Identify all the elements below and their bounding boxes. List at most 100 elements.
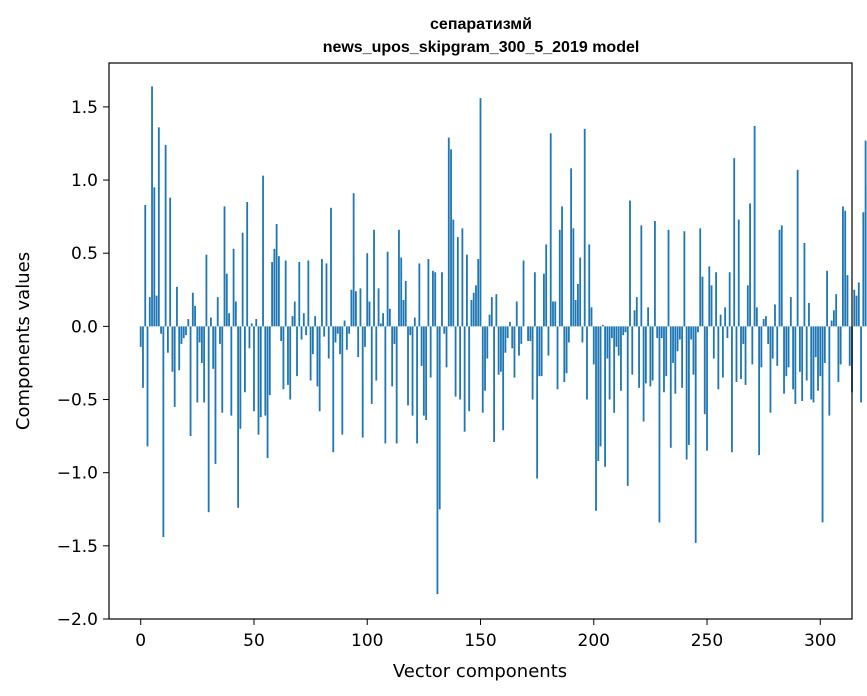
bar: [309, 326, 312, 381]
bar: [740, 326, 742, 380]
bar: [273, 248, 276, 327]
bar: [690, 326, 693, 340]
bar: [502, 326, 505, 431]
bar: [239, 326, 242, 429]
bar: [767, 326, 770, 344]
bar: [441, 272, 443, 327]
bar: [654, 221, 656, 327]
bar: [203, 326, 206, 403]
bar: [638, 326, 640, 388]
bar: [656, 326, 659, 339]
bar: [737, 219, 740, 327]
bar: [552, 301, 554, 327]
bar: [341, 326, 344, 435]
bar: [633, 310, 636, 327]
bar: [468, 326, 471, 412]
bar: [789, 297, 792, 327]
bar: [350, 289, 353, 327]
bar: [556, 326, 559, 390]
bar: [658, 326, 661, 523]
bar: [699, 228, 702, 327]
bar: [567, 326, 570, 343]
bar: [420, 326, 423, 366]
bar: [527, 326, 529, 341]
y-tick-label: 0.0: [71, 317, 98, 337]
bar: [151, 86, 153, 327]
bar: [259, 326, 262, 418]
bar: [769, 326, 772, 413]
bar: [142, 326, 144, 388]
bar: [470, 300, 473, 327]
bar: [296, 326, 298, 377]
bar: [515, 301, 518, 327]
bar: [456, 237, 459, 327]
bar: [244, 326, 246, 393]
bar: [228, 313, 230, 327]
bar: [488, 314, 491, 327]
bar: [384, 326, 387, 444]
bar: [348, 326, 351, 334]
bar: [284, 260, 287, 327]
bar: [678, 326, 681, 340]
bar: [298, 261, 301, 327]
bar: [246, 202, 249, 327]
bar: [755, 307, 758, 327]
bar: [495, 294, 498, 327]
bars-group: [139, 86, 867, 595]
bar: [697, 326, 699, 333]
bar: [393, 326, 396, 344]
bar: [735, 326, 738, 382]
bar: [848, 326, 851, 366]
bar: [531, 326, 534, 400]
bar: [237, 326, 240, 508]
bar: [749, 203, 751, 327]
plot-frame: [108, 62, 853, 620]
bar: [703, 326, 706, 415]
bar: [379, 323, 382, 327]
bar: [669, 326, 672, 448]
bar: [250, 323, 253, 327]
bar: [663, 326, 665, 393]
bar: [860, 326, 862, 403]
bar: [171, 326, 174, 372]
bar: [490, 297, 493, 327]
bar: [742, 326, 745, 344]
bar: [302, 313, 305, 327]
bar: [583, 128, 586, 327]
bar: [447, 137, 450, 327]
bar: [803, 242, 806, 327]
bar: [540, 326, 543, 377]
bar: [230, 326, 233, 416]
bar: [830, 320, 833, 327]
bar: [588, 244, 591, 327]
bar: [291, 316, 294, 327]
bar: [271, 261, 273, 327]
y-axis-label: Components values: [13, 252, 34, 430]
bar: [325, 263, 328, 327]
bar: [706, 326, 708, 451]
bar: [357, 326, 360, 358]
bar: [642, 326, 645, 422]
bar: [694, 326, 697, 543]
bar: [153, 187, 156, 327]
bar: [635, 297, 638, 327]
bar: [264, 326, 267, 416]
bar: [359, 288, 362, 327]
bar: [506, 326, 509, 339]
bar: [522, 260, 525, 327]
x-tick-label: 300: [804, 631, 836, 651]
x-tick-label: 100: [351, 631, 383, 651]
bar: [255, 319, 258, 327]
bar: [601, 324, 604, 327]
bar: [370, 326, 373, 404]
bar: [710, 285, 713, 327]
bar: [819, 326, 822, 377]
bar: [774, 304, 776, 327]
bar: [432, 270, 434, 327]
bar: [746, 285, 749, 327]
bar: [629, 200, 631, 327]
bar: [436, 326, 439, 595]
bar: [157, 127, 160, 327]
bar: [581, 326, 584, 343]
bar: [771, 326, 774, 359]
